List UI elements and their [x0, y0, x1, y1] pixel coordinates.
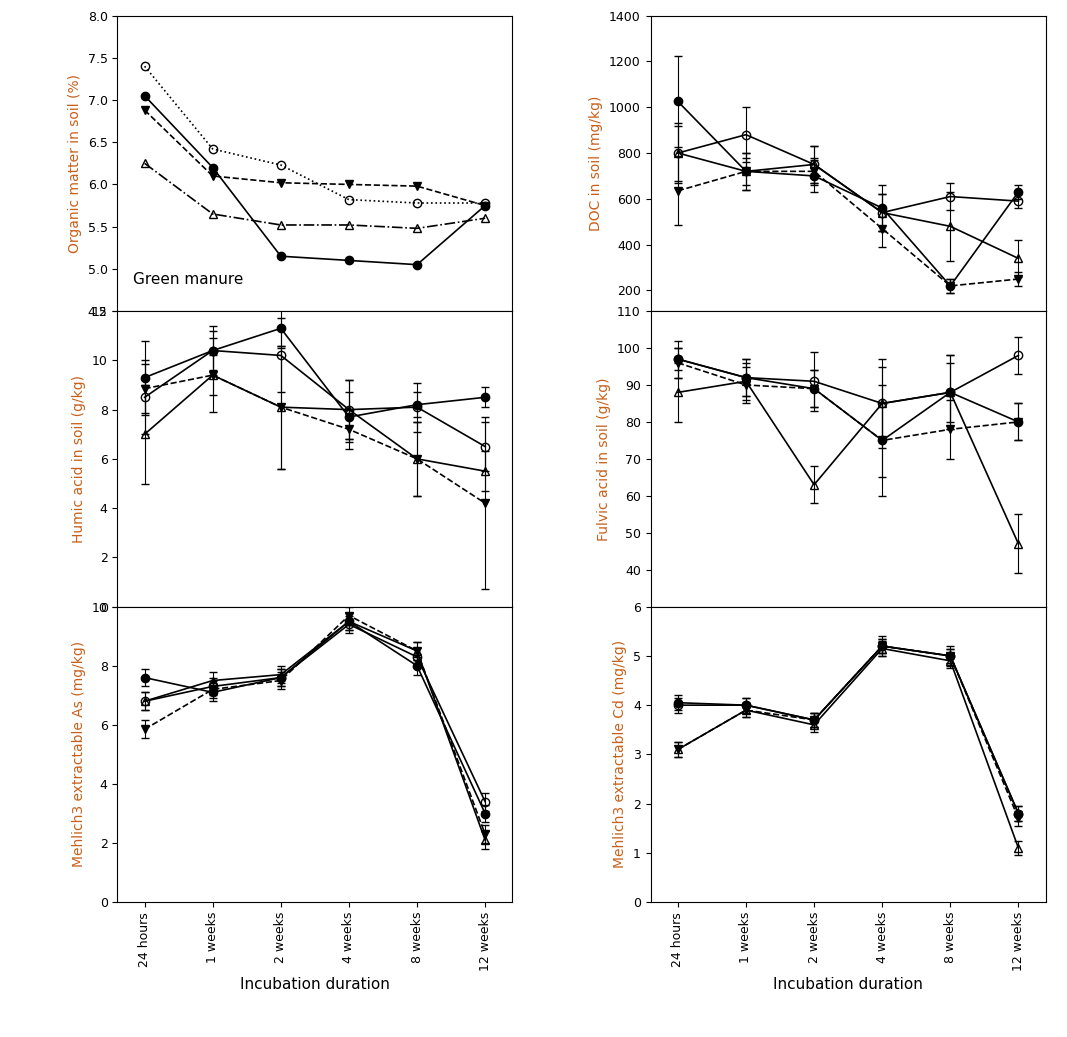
Y-axis label: Mehlich3 extractable As (mg/kg): Mehlich3 extractable As (mg/kg) — [73, 641, 86, 868]
Y-axis label: DOC in soil (mg/kg): DOC in soil (mg/kg) — [589, 95, 604, 231]
Y-axis label: Fulvic acid in soil (g/kg): Fulvic acid in soil (g/kg) — [598, 377, 611, 540]
Y-axis label: Organic matter in soil (%): Organic matter in soil (%) — [68, 74, 82, 253]
Y-axis label: Humic acid in soil (g/kg): Humic acid in soil (g/kg) — [73, 374, 86, 543]
X-axis label: Incubation duration: Incubation duration — [240, 977, 389, 991]
X-axis label: Incubation duration: Incubation duration — [774, 977, 923, 991]
Text: Green manure: Green manure — [133, 273, 243, 287]
Y-axis label: Mehlich3 extractable Cd (mg/kg): Mehlich3 extractable Cd (mg/kg) — [614, 641, 627, 868]
